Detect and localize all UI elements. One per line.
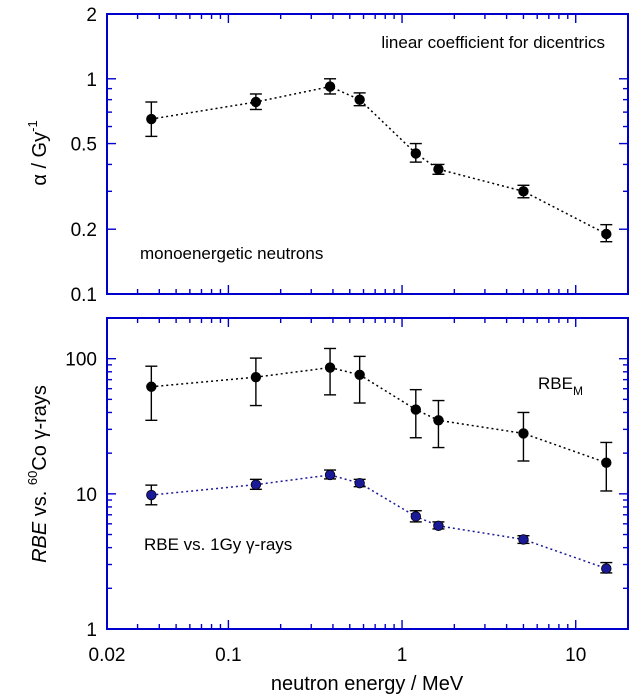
series-line [151, 85, 607, 235]
data-point [324, 81, 336, 92]
co-text: Co [29, 440, 51, 471]
data-point [354, 94, 365, 105]
data-point [354, 369, 365, 380]
x-axis-title: neutron energy / MeV [271, 673, 464, 695]
y-tick-label: 1 [86, 620, 97, 641]
top-y-axis-title: α / Gy-1 [25, 120, 51, 185]
rbe-m-series-label: RBEM [538, 374, 583, 398]
data-point [433, 520, 444, 532]
data-point [250, 479, 262, 490]
x-tick-label: 0.1 [215, 645, 241, 666]
rbe-m-label-sub: M [573, 384, 583, 398]
alpha-symbol: α [29, 174, 51, 186]
data-point [433, 164, 444, 175]
y-tick-label: 100 [65, 350, 97, 371]
alpha-panel: 0.1 0.2 0.5 1 2 linear coefficient for dicen… [25, 5, 629, 306]
data-point [601, 228, 612, 240]
bottom-plot-frame [106, 317, 629, 630]
data-point [601, 563, 612, 574]
x-tick-label: 0.02 [89, 645, 126, 666]
y-tick-label: 0.2 [71, 220, 97, 241]
top-plot-frame [106, 13, 629, 295]
rbe-italic: RBE [29, 521, 51, 563]
top-ticks [106, 13, 629, 295]
y-tick-label: 0.5 [71, 135, 97, 156]
x-tick-label: 10 [565, 645, 586, 666]
data-point [518, 428, 529, 439]
top-y-axis-unit: / Gy [29, 132, 51, 174]
bottom-y-axis-title: RBE vs. 60Co γ-rays [25, 385, 51, 563]
data-point [250, 371, 262, 383]
y-tick-label: 10 [76, 485, 97, 506]
data-point [250, 96, 262, 108]
data-point [324, 362, 336, 373]
data-point [146, 113, 157, 125]
data-point [518, 534, 529, 545]
rbe-vs: vs. [29, 485, 51, 522]
rbe-gamma-label-tail: -rays [255, 535, 293, 554]
data-point [601, 457, 612, 468]
bottom-y-tick-labels: 1 10 100 [65, 350, 97, 641]
data-point [410, 511, 422, 522]
data-point [146, 489, 157, 501]
top-y-tick-labels: 0.1 0.2 0.5 1 2 [71, 5, 97, 306]
gamma-axis-symbol: γ [29, 430, 51, 440]
data-point [324, 469, 336, 481]
top-annotation-linear-coefficient: linear coefficient for dicentrics [381, 33, 605, 52]
rbe-m-label-main: RBE [538, 374, 573, 393]
bottom-ticks [106, 317, 629, 630]
y-tick-label: 1 [86, 70, 97, 91]
rays-text: -rays [29, 385, 51, 429]
y-tick-label: 2 [86, 5, 97, 26]
data-point [354, 477, 365, 489]
x-tick-label: 1 [397, 645, 408, 666]
data-point [410, 404, 422, 415]
data-point [433, 415, 444, 426]
top-series [145, 78, 613, 243]
y-tick-label: 0.1 [71, 285, 97, 306]
x-tick-labels: 0.02 0.1 1 10 [89, 645, 587, 666]
rbe-gamma-label-main: RBE vs. 1Gy [144, 535, 246, 554]
rbe-gamma-series-label: RBE vs. 1Gy γ-rays [144, 535, 292, 554]
gamma-symbol: γ [246, 535, 255, 554]
top-annotation-monoenergetic: monoenergetic neutrons [140, 244, 323, 263]
data-point [146, 381, 157, 392]
top-y-axis-unit-sup: -1 [25, 120, 40, 132]
series-line [151, 474, 607, 570]
data-point [518, 186, 529, 197]
bottom-series [145, 347, 613, 574]
co60-sup: 60 [25, 471, 40, 485]
data-point [410, 148, 422, 159]
